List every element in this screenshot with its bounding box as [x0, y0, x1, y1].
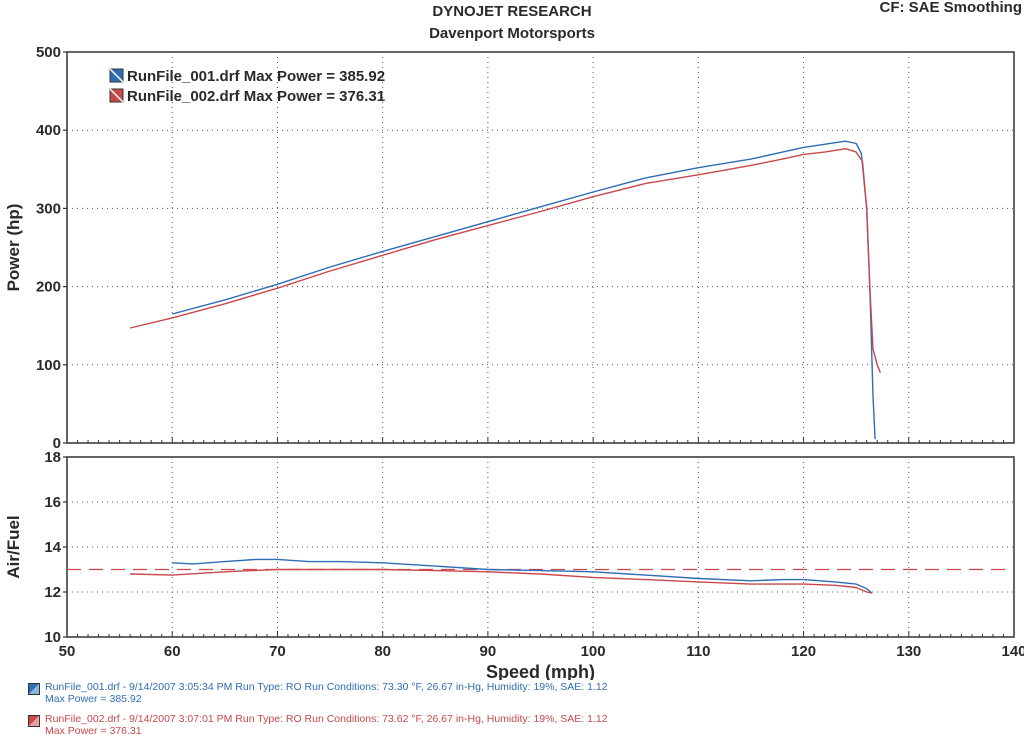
run2-footer-max-power: Max Power = 376.31 — [45, 725, 142, 737]
power-y-tick-label: 300 — [36, 200, 61, 217]
power-y-axis-label: Power (hp) — [4, 204, 23, 292]
legend-swatch-stripe — [109, 88, 124, 103]
power-y-tick-label: 200 — [36, 279, 61, 296]
afr-y-tick-label: 14 — [44, 539, 61, 556]
afr-x-tick-label: 120 — [791, 643, 816, 660]
run1-swatch-icon — [28, 683, 40, 695]
power-plot-frame — [66, 51, 1015, 444]
afr-x-tick-label: 70 — [269, 643, 286, 660]
legend-entry-2: RunFile_002.drf Max Power = 376.31 — [109, 88, 385, 105]
legend-swatch-stripe — [109, 68, 124, 83]
power-series-2-line — [129, 147, 882, 373]
afr-y-tick-label: 10 — [44, 629, 61, 646]
afr-x-tick-label: 130 — [896, 643, 921, 660]
power-y-tick-label: 100 — [36, 357, 61, 374]
afr-x-tick-label: 60 — [164, 643, 181, 660]
power-y-tick-label: 0 — [53, 435, 61, 452]
afr-y-tick-label: 16 — [44, 494, 61, 511]
afr-x-axis-label: Speed (mph) — [486, 662, 595, 680]
run2-footer-details: RunFile_002.drf - 9/14/2007 3:07:01 PM R… — [45, 713, 608, 725]
power-series-1-line — [172, 140, 876, 440]
afr-y-tick-label: 18 — [44, 449, 61, 466]
legend-label-2: RunFile_002.drf Max Power = 376.31 — [127, 88, 385, 105]
afr-x-tick-label: 100 — [581, 643, 606, 660]
afr-x-tick-label: 50 — [59, 643, 76, 660]
legend-entry-1: RunFile_001.drf Max Power = 385.92 — [109, 68, 385, 85]
correction-factor-info: CF: SAE Smoothing — [879, 0, 1023, 16]
afr-x-tick-label: 110 — [686, 643, 710, 660]
dyno-chart: 0 100 200 300 400 500 Power (hp) RunFile_001.dr… — [4, 44, 1024, 680]
afr-series-2-line — [130, 568, 873, 594]
run1-footer-details: RunFile_001.drf - 9/14/2007 3:05:34 PM R… — [45, 681, 608, 693]
chart-title: DYNOJET RESEARCH — [432, 3, 592, 20]
afr-y-axis-label: Air/Fuel — [4, 515, 23, 578]
run2-footer: RunFile_002.drf - 9/14/2007 3:07:01 PM R… — [28, 713, 608, 737]
afr-y-tick-label: 12 — [44, 584, 61, 601]
afr-x-tick-label: 90 — [480, 643, 497, 660]
power-y-tick-label: 400 — [36, 122, 61, 139]
run1-footer: RunFile_001.drf - 9/14/2007 3:05:34 PM R… — [28, 681, 608, 705]
power-y-tick-label: 500 — [36, 44, 61, 61]
afr-plot-frame — [66, 456, 1015, 638]
chart-subtitle: Davenport Motorsports — [429, 25, 595, 42]
afr-x-tick-label: 140 — [1001, 643, 1024, 660]
legend-label-1: RunFile_001.drf Max Power = 385.92 — [127, 68, 385, 85]
run1-footer-max-power: Max Power = 385.92 — [45, 693, 142, 705]
afr-series-1-line — [172, 558, 873, 594]
afr-x-tick-label: 80 — [374, 643, 391, 660]
run2-swatch-icon — [28, 715, 40, 727]
